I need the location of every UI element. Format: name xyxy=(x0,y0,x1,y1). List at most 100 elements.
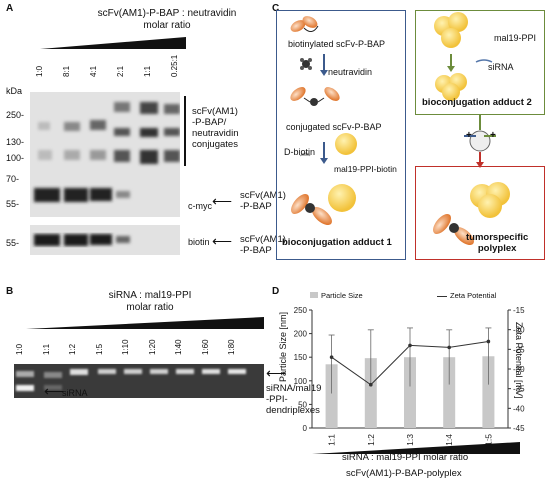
lane-label: 2:1 xyxy=(116,65,125,77)
panel-c-text-biotinylated: biotinylated scFv-P-BAP xyxy=(288,39,386,49)
panel-b-label-sirna: siRNA xyxy=(62,388,88,398)
panel-b-agarose-gel xyxy=(14,364,264,398)
panel-d-legend-line: Zeta Potential xyxy=(437,291,496,301)
y-tick-label-left: 0 xyxy=(303,424,308,433)
x-tick-label: 1:4 xyxy=(444,434,454,446)
panel-c-text-adduct1: bioconjugation adduct 1 xyxy=(282,237,392,248)
mw-marker: 100- xyxy=(6,153,25,163)
adduct2-icon xyxy=(435,73,467,101)
panel-a-label-bap1: scFv(AM1) -P-BAP xyxy=(240,190,286,212)
y-tick-label-left: 50 xyxy=(298,400,307,409)
lane-label: 0.25:1 xyxy=(170,54,179,77)
zeta-point xyxy=(486,339,491,344)
panel-a-biotin-blot xyxy=(30,225,180,255)
panel-a-kda: kDa xyxy=(6,86,23,96)
mw-marker: 55- xyxy=(6,199,20,209)
lane-label: 1:2 xyxy=(68,343,77,355)
panel-d-ylabel-left: Particle Size [nm] xyxy=(278,311,288,382)
x-tick-label: 1:3 xyxy=(405,434,415,446)
panel-c-text-dbiotin: D-biotin xyxy=(284,147,316,157)
bar xyxy=(364,358,377,428)
arrow-left-icon: ⟵ xyxy=(266,365,287,381)
panel-a-label-biotin: biotin xyxy=(188,237,210,247)
x-tick-label: 1:2 xyxy=(366,434,376,446)
y-tick-label-right: -20 xyxy=(513,326,525,335)
plus-sign: + xyxy=(466,130,472,141)
mw-marker: 250- xyxy=(6,110,25,120)
legend-line-swatch xyxy=(437,295,447,297)
zeta-point xyxy=(408,343,412,348)
panel-c-text-polyplex: tumorspecific polyplex xyxy=(466,232,529,254)
y-tick-label-left: 250 xyxy=(294,306,308,315)
lane-label: 1:60 xyxy=(200,339,210,355)
mw-marker: 55- xyxy=(6,238,20,248)
zeta-point xyxy=(369,382,373,387)
panel-b-gel-bands xyxy=(16,369,246,391)
zeta-point xyxy=(329,355,334,359)
lane-label: 1:40 xyxy=(174,339,183,355)
dendrimer-icon xyxy=(335,133,357,155)
panel-b-title-line2: molar ratio xyxy=(126,302,174,313)
y-tick-label-left: 200 xyxy=(294,330,308,339)
panel-a-label-bap2: scFv(AM1) -P-BAP xyxy=(240,234,286,256)
panel-c-text-conjugated: conjugated scFv-P-BAP xyxy=(286,122,382,132)
panel-a-biotin-bands xyxy=(34,234,130,246)
y-tick-label-left: 100 xyxy=(294,377,308,386)
panel-a-letter: A xyxy=(6,3,14,14)
panel-b-title-line1: siRNA : mal19-PPI xyxy=(108,290,192,301)
panel-b-title: siRNA : mal19-PPI molar ratio xyxy=(70,290,230,314)
conjugated-scfv-icon xyxy=(290,87,340,106)
lane-label: 1:5 xyxy=(94,343,104,355)
legend-line-label: Zeta Potential xyxy=(450,291,497,300)
bar xyxy=(482,356,495,428)
panel-c-text-neutravidin: neutravidin xyxy=(328,67,373,77)
panel-d-chart: 0 50 100 150 200 250 -15 -20 -25 -30 -35 -40 -45 1:1 1… xyxy=(294,306,525,446)
lane-label: 1:0 xyxy=(15,343,24,355)
adduct1-icon xyxy=(291,184,356,225)
panel-c-text-adduct2: bioconjugation adduct 2 xyxy=(422,97,532,108)
bar xyxy=(325,364,338,428)
mw-marker: 70- xyxy=(6,174,20,184)
lane-label: 1:0 xyxy=(35,65,44,77)
panel-c-letter: C xyxy=(272,3,280,14)
panel-d-xlabel: siRNA : mal19-PPI molar ratio xyxy=(342,452,469,463)
lane-label: 1:20 xyxy=(147,339,157,355)
panel-b-label-dendriplexes: siRNA/mal19 -PPI- dendriplexes xyxy=(266,383,322,416)
panel-d-caption: scFv(AM1)-P-BAP-polyplex xyxy=(346,468,462,479)
lane-label: 1:80 xyxy=(227,339,236,355)
panel-a-title: scFv(AM1)-P-BAP : neutravidin molar rati… xyxy=(72,8,262,32)
panel-a-western-bands xyxy=(34,102,180,202)
y-tick-label-right: -40 xyxy=(513,404,525,413)
lane-label: 8:1 xyxy=(62,65,71,77)
x-tick-label: 1:1 xyxy=(327,434,337,446)
arrow-left-icon: ⟵ xyxy=(212,233,233,249)
panel-a-western-blot xyxy=(30,92,180,217)
y-tick-label-right: -15 xyxy=(513,306,525,315)
panel-b-ratio-wedge xyxy=(26,317,264,329)
x-tick-label: 1:5 xyxy=(483,434,493,446)
panel-a-conjugate-bracket xyxy=(184,96,186,166)
panel-d-ylabel-right: Zeta Potential [mV] xyxy=(514,322,524,399)
neutravidin-icon xyxy=(300,58,312,70)
lane-label: 4:1 xyxy=(89,65,98,77)
panel-c-text-mal19-biotin: mal19-PPI-biotin xyxy=(334,164,397,174)
panel-a-title-line1: scFv(AM1)-P-BAP : neutravidin xyxy=(97,8,237,19)
plus-sign: + xyxy=(490,130,496,141)
mw-marker: 130- xyxy=(6,137,25,147)
legend-bar-swatch xyxy=(310,292,318,298)
arrow-left-icon: ⟵ xyxy=(44,383,65,399)
panel-a-label-conjugates: scFv(AM1) -P-BAP/ neutravidin conjugates xyxy=(192,106,239,150)
y-tick-label-right: -30 xyxy=(513,365,525,374)
panel-a-ratio-wedge xyxy=(40,37,186,49)
lane-label: 1:1 xyxy=(41,343,51,355)
scfv-molecule-icon xyxy=(290,16,319,32)
bar xyxy=(443,357,456,428)
y-tick-label-right: -25 xyxy=(513,345,525,354)
y-tick-label-right: -45 xyxy=(513,424,525,433)
merge-circle-icon xyxy=(469,130,491,152)
y-tick-label-left: 150 xyxy=(294,353,308,362)
panel-c-scheme xyxy=(290,12,510,245)
polyplex-icon xyxy=(433,182,510,245)
panel-c-text-sirna: siRNA xyxy=(488,62,514,72)
panel-c-text-mal19: mal19-PPI xyxy=(494,33,537,43)
